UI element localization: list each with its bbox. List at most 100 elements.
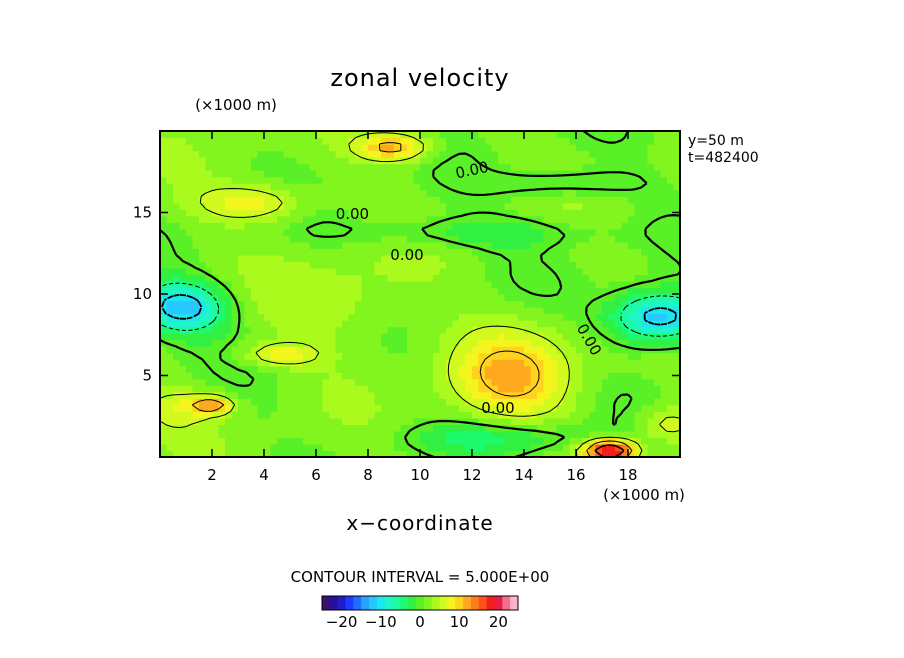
field-cell [673,189,680,197]
field-cell [374,346,382,354]
field-cell [608,333,616,341]
field-cell [381,189,389,197]
field-cell [244,443,252,452]
field-cell [485,404,493,412]
field-cell [511,196,519,204]
field-cell [452,359,460,367]
field-cell [478,352,486,360]
field-cell [556,300,564,308]
field-cell [179,137,187,145]
field-cell [212,294,220,302]
field-cell [628,287,636,295]
field-cell [400,287,408,295]
field-cell [277,144,285,152]
field-cell [511,411,519,419]
field-cell [550,189,558,197]
field-cell [296,202,304,210]
field-cell [400,333,408,341]
field-cell [647,170,655,178]
field-cell [238,157,246,165]
field-cell [225,235,233,243]
field-cell [420,424,428,432]
field-cell [199,411,207,419]
field-cell [290,144,298,152]
field-cell [199,398,207,406]
field-cell [426,131,434,139]
field-cell [335,163,343,171]
field-cell [595,307,603,315]
field-cell [329,313,337,321]
field-cell [556,417,564,425]
field-cell [660,365,668,373]
field-cell [394,313,402,321]
field-cell [582,131,590,139]
field-cell [394,443,402,452]
field-cell [296,443,304,452]
field-cell [374,320,382,328]
field-cell [602,443,610,452]
field-cell [517,424,525,432]
field-cell [465,157,473,165]
field-cell [582,326,590,334]
contour-label: 0.00 [336,205,369,223]
field-cell [582,339,590,347]
field-cell [491,287,499,295]
field-cell [485,280,493,289]
field-cell [179,313,187,321]
field-cell [459,163,467,171]
field-cell [205,157,213,165]
field-cell [413,307,421,315]
field-cell [205,320,213,328]
field-cell [654,359,662,367]
field-cell [576,372,584,380]
field-cell [608,450,616,457]
field-cell [673,131,680,139]
field-cell [452,209,460,217]
field-cell [582,359,590,367]
field-cell [374,157,382,165]
field-cell [459,404,467,412]
field-cell [251,248,259,256]
field-cell [322,391,330,399]
field-cell [342,346,350,354]
colorbar-swatch [369,596,378,610]
field-cell [413,359,421,367]
field-cell [420,222,428,230]
field-cell [654,274,662,282]
field-cell [218,209,226,217]
field-cell [192,443,200,452]
field-cell [322,346,330,354]
field-cell [472,202,480,210]
field-cell [550,235,558,243]
field-cell [270,352,278,360]
field-cell [244,196,252,204]
field-cell [589,222,597,230]
field-cell [296,157,304,165]
field-cell [329,176,337,184]
field-cell [615,222,623,230]
field-cell [381,170,389,178]
field-cell [199,391,207,399]
field-cell [589,176,597,184]
field-cell [251,150,259,158]
field-cell [452,144,460,152]
field-cell [251,176,259,184]
field-cell [361,280,369,289]
field-cell [478,450,486,457]
field-cell [530,131,538,139]
field-cell [400,215,408,223]
field-cell [595,404,603,412]
field-cell [550,320,558,328]
field-cell [433,183,441,191]
field-cell [433,339,441,347]
field-cell [205,417,213,425]
field-cell [582,261,590,269]
field-cell [504,144,512,152]
field-cell [433,241,441,249]
field-cell [485,326,493,334]
field-cell [667,209,675,217]
field-cell [485,411,493,419]
field-cell [387,267,395,276]
field-cell [660,183,668,191]
field-cell [361,443,369,452]
